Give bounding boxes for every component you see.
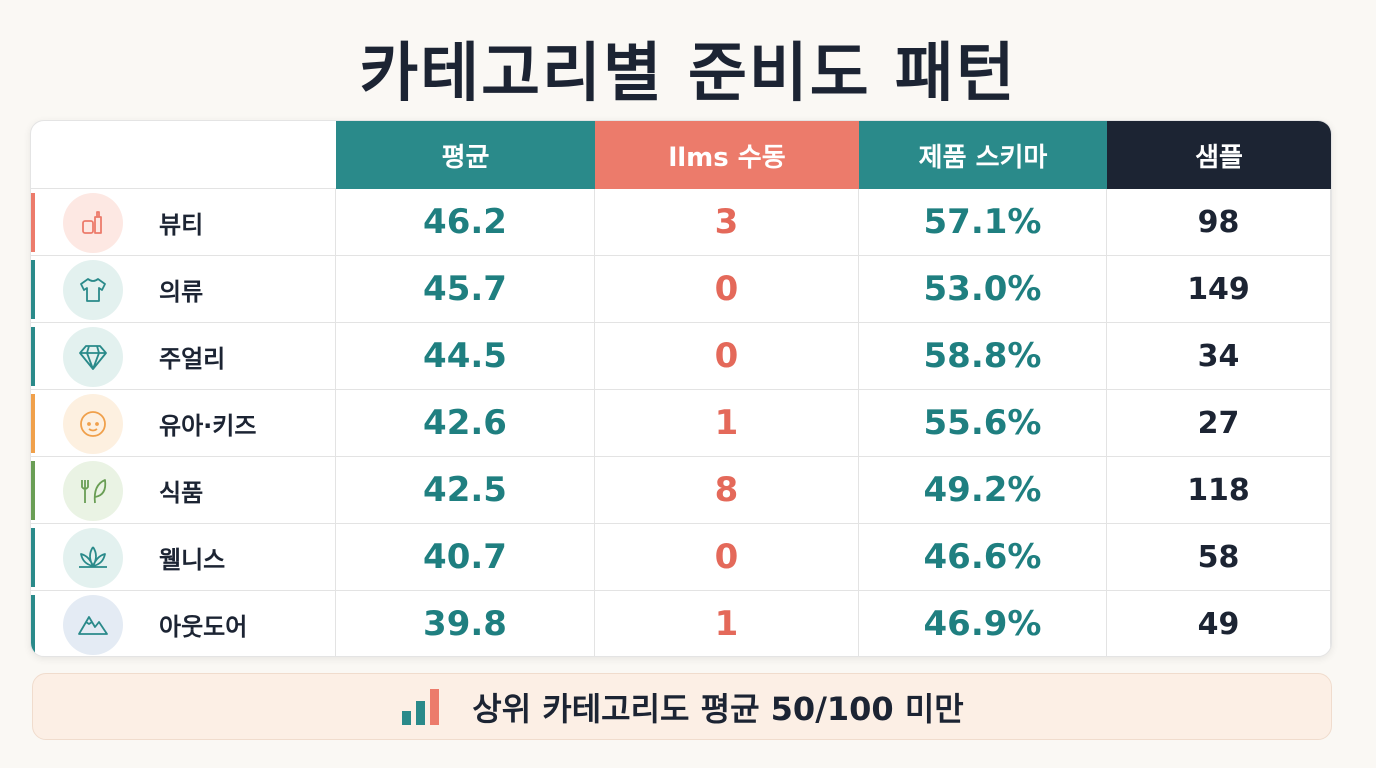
row-icon [63, 393, 123, 454]
footer: 상위 카테고리도 평균 50/100 미만 [32, 673, 1332, 740]
table-cell: 149 [1107, 256, 1331, 323]
row-icon [63, 460, 123, 521]
table-cell: 45.7 [336, 256, 595, 323]
table-cell: 1 [595, 390, 859, 457]
row-accent [31, 193, 35, 252]
table-cell: 55.6% [859, 390, 1107, 457]
column-header: 평균 [336, 121, 595, 189]
row-icon [63, 192, 123, 253]
title: 카테고리별 준비도 패턴 [359, 37, 1017, 111]
table-cell: 46.6% [859, 524, 1107, 591]
table: 평균 llms 수동 제품 스키마 샘플 뷰티 46.2 3 57.1% 98 의류 45.7 0 53… [30, 120, 1332, 657]
table-cell: 8 [595, 457, 859, 524]
column-header: 샘플 [1107, 121, 1331, 189]
table-cell: 39.8 [336, 591, 595, 656]
row-label: 유아·키즈 [31, 390, 336, 457]
table-cell: 0 [595, 323, 859, 390]
table-cell: 44.5 [336, 323, 595, 390]
footer-text: 상위 카테고리도 평균 50/100 미만 [472, 689, 964, 728]
bar-icon [402, 688, 440, 725]
row-icon [63, 259, 123, 320]
table-cell: 42.5 [336, 457, 595, 524]
row-label: 의류 [31, 256, 336, 323]
row-icon [63, 527, 123, 588]
table-cell: 58 [1107, 524, 1331, 591]
row-accent [31, 461, 35, 520]
column-header: 제품 스키마 [859, 121, 1107, 189]
table-cell: 0 [595, 524, 859, 591]
row-icon [63, 326, 123, 387]
table-cell: 34 [1107, 323, 1331, 390]
table-cell: 40.7 [336, 524, 595, 591]
row-label: 웰니스 [31, 524, 336, 591]
row-label: 식품 [31, 457, 336, 524]
table-cell: 58.8% [859, 323, 1107, 390]
table-cell: 27 [1107, 390, 1331, 457]
table-cell: 0 [595, 256, 859, 323]
table-cell: 3 [595, 189, 859, 256]
row-label: 뷰티 [31, 189, 336, 256]
column-header: llms 수동 [595, 121, 859, 189]
table-cell: 46.2 [336, 189, 595, 256]
table-cell: 49 [1107, 591, 1331, 656]
row-accent [31, 260, 35, 319]
table-cell: 118 [1107, 457, 1331, 524]
row-accent [31, 394, 35, 453]
row-accent [31, 528, 35, 587]
row-accent [31, 327, 35, 386]
table-cell: 98 [1107, 189, 1331, 256]
row-accent [31, 595, 35, 654]
table-cell: 49.2% [859, 457, 1107, 524]
row-label: 주얼리 [31, 323, 336, 390]
header-blank [31, 121, 336, 189]
row-icon [63, 594, 123, 655]
table-cell: 42.6 [336, 390, 595, 457]
table-cell: 46.9% [859, 591, 1107, 656]
row-label: 아웃도어 [31, 591, 336, 656]
table-cell: 1 [595, 591, 859, 656]
table-cell: 57.1% [859, 189, 1107, 256]
table-cell: 53.0% [859, 256, 1107, 323]
